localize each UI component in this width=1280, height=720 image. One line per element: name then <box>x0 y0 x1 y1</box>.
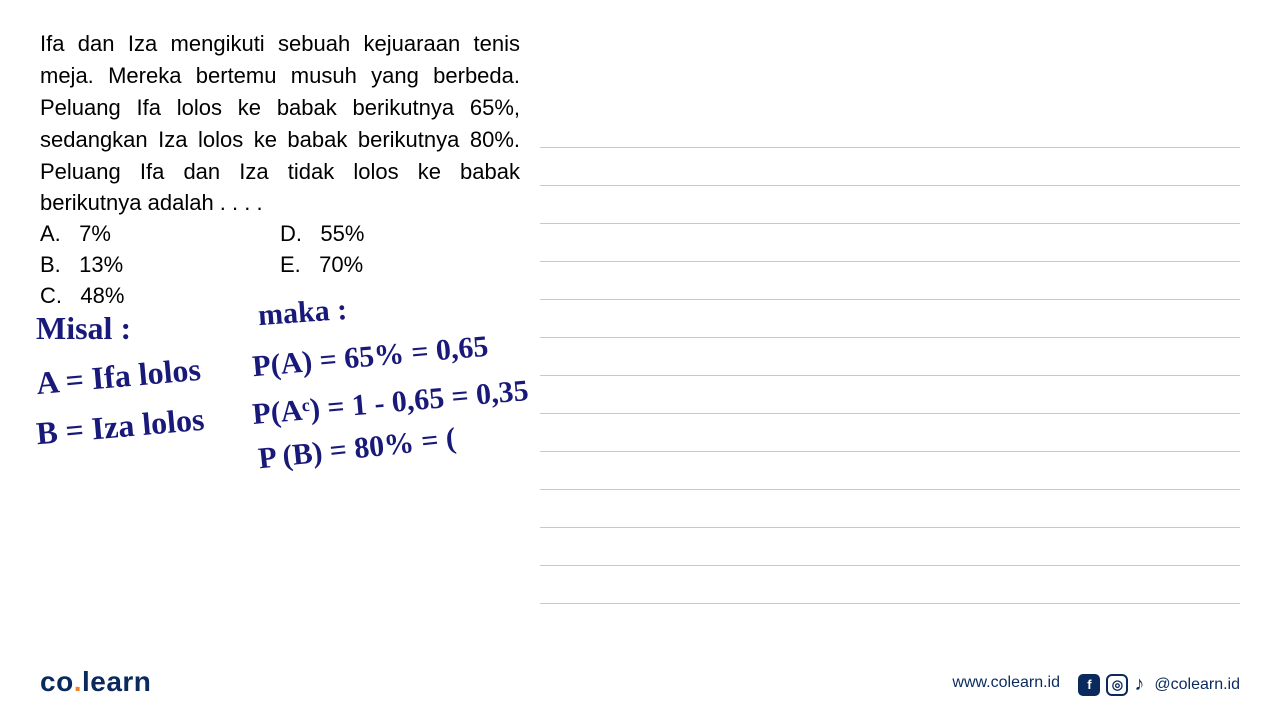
option-e-value: 70% <box>319 252 363 277</box>
footer: co.learn www.colearn.id f ◎ ♪ @colearn.i… <box>0 658 1280 698</box>
options-col-left: A. 7% B. 13% C. 48% <box>40 219 280 311</box>
page-root: Ifa dan Iza mengikuti sebuah kejuaraan t… <box>0 0 1280 720</box>
option-b: B. 13% <box>40 250 280 281</box>
option-d: D. 55% <box>280 219 520 250</box>
option-b-label: B. <box>40 252 61 277</box>
handwriting-misal: Misal : <box>36 310 131 347</box>
question-block: Ifa dan Iza mengikuti sebuah kejuaraan t… <box>40 28 520 312</box>
ruled-line <box>540 452 1240 490</box>
handwriting-pac: P(Aᶜ) = 1 - 0,65 = 0,35 <box>251 374 530 432</box>
ruled-line <box>540 376 1240 414</box>
ruled-line <box>540 148 1240 186</box>
ruled-line <box>540 414 1240 452</box>
handwriting-a-def: A = Ifa lolos <box>35 351 203 402</box>
question-text: Ifa dan Iza mengikuti sebuah kejuaraan t… <box>40 28 520 219</box>
logo-co: co <box>40 666 74 697</box>
ruled-line <box>540 338 1240 376</box>
facebook-icon: f <box>1078 674 1100 696</box>
ruled-line <box>540 186 1240 224</box>
tiktok-icon: ♪ <box>1134 673 1144 696</box>
option-c-value: 48% <box>80 283 124 308</box>
option-e: E. 70% <box>280 250 520 281</box>
option-d-value: 55% <box>320 221 364 246</box>
ruled-line <box>540 490 1240 528</box>
option-b-value: 13% <box>79 252 123 277</box>
option-e-label: E. <box>280 252 301 277</box>
option-a-value: 7% <box>79 221 111 246</box>
option-d-label: D. <box>280 221 302 246</box>
ruled-line <box>540 262 1240 300</box>
ruled-line <box>540 224 1240 262</box>
ruled-line <box>540 110 1240 148</box>
logo-learn: learn <box>82 666 151 697</box>
handwriting-maka: maka : <box>257 293 348 333</box>
site-url: www.colearn.id <box>952 674 1060 692</box>
ruled-line <box>540 300 1240 338</box>
ruled-line <box>540 566 1240 604</box>
instagram-icon: ◎ <box>1106 674 1128 696</box>
logo-dot-icon: . <box>74 666 82 697</box>
handwriting-pb: P (B) = 80% = ( <box>257 422 458 477</box>
handwriting-b-def: B = Iza lolos <box>35 401 206 453</box>
brand-logo: co.learn <box>40 666 151 698</box>
ruled-line <box>540 528 1240 566</box>
option-c-label: C. <box>40 283 62 308</box>
social-handle: @colearn.id <box>1154 676 1240 694</box>
ruled-paper <box>540 110 1240 604</box>
option-a: A. 7% <box>40 219 280 250</box>
option-a-label: A. <box>40 221 61 246</box>
option-c: C. 48% <box>40 281 280 312</box>
handwriting-pa: P(A) = 65% = 0,65 <box>251 330 490 384</box>
social-block: f ◎ ♪ @colearn.id <box>1078 673 1240 696</box>
